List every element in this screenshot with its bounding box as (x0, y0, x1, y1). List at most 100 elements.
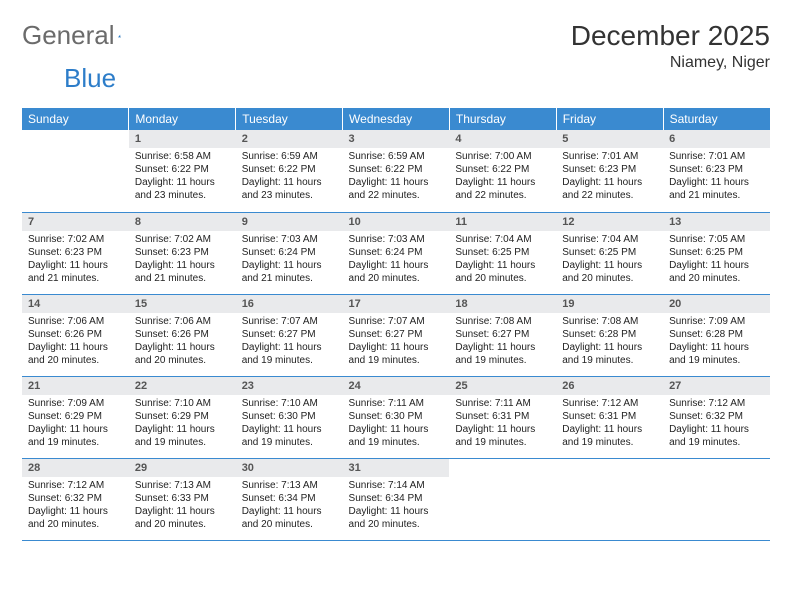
day-content: Sunrise: 7:03 AMSunset: 6:24 PMDaylight:… (236, 231, 343, 289)
day-number: 10 (343, 213, 450, 231)
day-content: Sunrise: 7:12 AMSunset: 6:32 PMDaylight:… (22, 477, 129, 535)
calendar-day-cell: 26Sunrise: 7:12 AMSunset: 6:31 PMDayligh… (556, 376, 663, 458)
sunrise-text: Sunrise: 6:59 AM (349, 150, 444, 163)
daylight-text: Daylight: 11 hours and 20 minutes. (135, 505, 230, 531)
calendar-day-cell: 11Sunrise: 7:04 AMSunset: 6:25 PMDayligh… (449, 212, 556, 294)
daylight-text: Daylight: 11 hours and 19 minutes. (349, 341, 444, 367)
day-content (449, 465, 556, 471)
daylight-text: Daylight: 11 hours and 19 minutes. (562, 341, 657, 367)
calendar-day-cell: 20Sunrise: 7:09 AMSunset: 6:28 PMDayligh… (663, 294, 770, 376)
sunrise-text: Sunrise: 6:58 AM (135, 150, 230, 163)
daylight-text: Daylight: 11 hours and 20 minutes. (28, 505, 123, 531)
day-content: Sunrise: 7:04 AMSunset: 6:25 PMDaylight:… (449, 231, 556, 289)
day-number: 15 (129, 295, 236, 313)
sunset-text: Sunset: 6:24 PM (242, 246, 337, 259)
calendar-table: Sunday Monday Tuesday Wednesday Thursday… (22, 108, 770, 541)
day-content: Sunrise: 7:01 AMSunset: 6:23 PMDaylight:… (663, 148, 770, 206)
day-number: 17 (343, 295, 450, 313)
sunrise-text: Sunrise: 7:12 AM (669, 397, 764, 410)
calendar-day-cell: 29Sunrise: 7:13 AMSunset: 6:33 PMDayligh… (129, 458, 236, 540)
daylight-text: Daylight: 11 hours and 22 minutes. (562, 176, 657, 202)
day-content: Sunrise: 7:11 AMSunset: 6:30 PMDaylight:… (343, 395, 450, 453)
daylight-text: Daylight: 11 hours and 19 minutes. (562, 423, 657, 449)
sunset-text: Sunset: 6:25 PM (455, 246, 550, 259)
daylight-text: Daylight: 11 hours and 20 minutes. (28, 341, 123, 367)
sunrise-text: Sunrise: 7:09 AM (669, 315, 764, 328)
day-number: 5 (556, 130, 663, 148)
calendar-week-row: 1Sunrise: 6:58 AMSunset: 6:22 PMDaylight… (22, 130, 770, 212)
month-title: December 2025 (571, 20, 770, 52)
day-number: 2 (236, 130, 343, 148)
sunset-text: Sunset: 6:23 PM (669, 163, 764, 176)
sunset-text: Sunset: 6:23 PM (562, 163, 657, 176)
day-content: Sunrise: 7:08 AMSunset: 6:27 PMDaylight:… (449, 313, 556, 371)
weekday-header-row: Sunday Monday Tuesday Wednesday Thursday… (22, 108, 770, 130)
day-content (556, 465, 663, 471)
sunrise-text: Sunrise: 7:02 AM (28, 233, 123, 246)
sunset-text: Sunset: 6:23 PM (135, 246, 230, 259)
calendar-day-cell (663, 458, 770, 540)
sunset-text: Sunset: 6:32 PM (28, 492, 123, 505)
sunrise-text: Sunrise: 7:07 AM (349, 315, 444, 328)
day-content: Sunrise: 7:03 AMSunset: 6:24 PMDaylight:… (343, 231, 450, 289)
daylight-text: Daylight: 11 hours and 19 minutes. (28, 423, 123, 449)
sunrise-text: Sunrise: 7:01 AM (562, 150, 657, 163)
calendar-day-cell: 2Sunrise: 6:59 AMSunset: 6:22 PMDaylight… (236, 130, 343, 212)
calendar-day-cell: 3Sunrise: 6:59 AMSunset: 6:22 PMDaylight… (343, 130, 450, 212)
sunset-text: Sunset: 6:26 PM (135, 328, 230, 341)
sunset-text: Sunset: 6:27 PM (242, 328, 337, 341)
sunrise-text: Sunrise: 7:09 AM (28, 397, 123, 410)
sunrise-text: Sunrise: 7:10 AM (135, 397, 230, 410)
sunrise-text: Sunrise: 6:59 AM (242, 150, 337, 163)
day-content: Sunrise: 7:06 AMSunset: 6:26 PMDaylight:… (22, 313, 129, 371)
sunset-text: Sunset: 6:25 PM (669, 246, 764, 259)
day-content: Sunrise: 7:08 AMSunset: 6:28 PMDaylight:… (556, 313, 663, 371)
daylight-text: Daylight: 11 hours and 23 minutes. (135, 176, 230, 202)
day-number: 18 (449, 295, 556, 313)
sunrise-text: Sunrise: 7:03 AM (349, 233, 444, 246)
sunrise-text: Sunrise: 7:12 AM (28, 479, 123, 492)
daylight-text: Daylight: 11 hours and 21 minutes. (242, 259, 337, 285)
weekday-header: Friday (556, 108, 663, 130)
sunset-text: Sunset: 6:27 PM (455, 328, 550, 341)
weekday-header: Saturday (663, 108, 770, 130)
day-content: Sunrise: 7:12 AMSunset: 6:32 PMDaylight:… (663, 395, 770, 453)
calendar-day-cell: 4Sunrise: 7:00 AMSunset: 6:22 PMDaylight… (449, 130, 556, 212)
calendar-day-cell: 21 Sunrise: 7:09 AMSunset: 6:29 PMDayligh… (22, 376, 129, 458)
day-content: Sunrise: 7:06 AMSunset: 6:26 PMDaylight:… (129, 313, 236, 371)
day-content: Sunrise: 7:07 AMSunset: 6:27 PMDaylight:… (343, 313, 450, 371)
weekday-header: Wednesday (343, 108, 450, 130)
sunrise-text: Sunrise: 7:06 AM (135, 315, 230, 328)
calendar-day-cell (556, 458, 663, 540)
sunrise-text: Sunrise: 7:04 AM (562, 233, 657, 246)
day-number: 3 (343, 130, 450, 148)
sunrise-text: Sunrise: 7:14 AM (349, 479, 444, 492)
sunrise-text: Sunrise: 7:10 AM (242, 397, 337, 410)
daylight-text: Daylight: 11 hours and 20 minutes. (669, 259, 764, 285)
weekday-header: Thursday (449, 108, 556, 130)
day-number: 14 (22, 295, 129, 313)
brand-logo: General (22, 20, 140, 51)
daylight-text: Daylight: 11 hours and 19 minutes. (349, 423, 444, 449)
calendar-day-cell: 17Sunrise: 7:07 AMSunset: 6:27 PMDayligh… (343, 294, 450, 376)
sunrise-text: Sunrise: 7:06 AM (28, 315, 123, 328)
day-content: Sunrise: 7:10 AMSunset: 6:29 PMDaylight:… (129, 395, 236, 453)
daylight-text: Daylight: 11 hours and 20 minutes. (135, 341, 230, 367)
daylight-text: Daylight: 11 hours and 19 minutes. (135, 423, 230, 449)
day-number: 21 (22, 377, 129, 395)
sunset-text: Sunset: 6:23 PM (28, 246, 123, 259)
sunrise-text: Sunrise: 7:08 AM (562, 315, 657, 328)
day-number: 11 (449, 213, 556, 231)
day-number: 13 (663, 213, 770, 231)
sunset-text: Sunset: 6:29 PM (28, 410, 123, 423)
sunset-text: Sunset: 6:24 PM (349, 246, 444, 259)
day-number: 20 (663, 295, 770, 313)
day-content (22, 136, 129, 142)
sunrise-text: Sunrise: 7:13 AM (242, 479, 337, 492)
sunset-text: Sunset: 6:33 PM (135, 492, 230, 505)
day-number: 19 (556, 295, 663, 313)
day-content: Sunrise: 7:14 AMSunset: 6:34 PMDaylight:… (343, 477, 450, 535)
calendar-day-cell: 14Sunrise: 7:06 AMSunset: 6:26 PMDayligh… (22, 294, 129, 376)
calendar-day-cell: 18Sunrise: 7:08 AMSunset: 6:27 PMDayligh… (449, 294, 556, 376)
sunset-text: Sunset: 6:27 PM (349, 328, 444, 341)
